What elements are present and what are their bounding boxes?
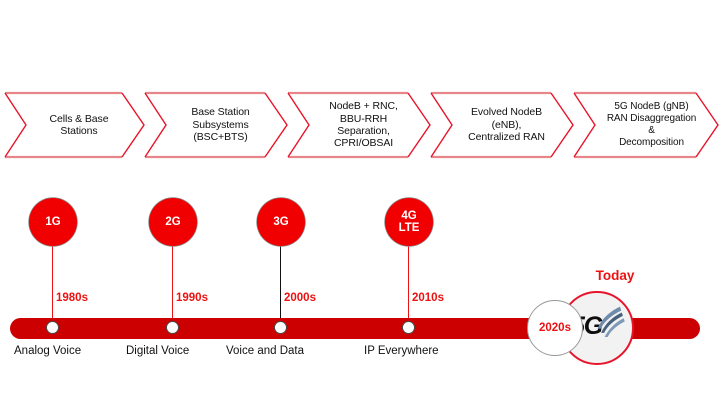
generation-bubble-label-2g: 2G (165, 216, 181, 228)
decade-label: 2020s (539, 322, 571, 334)
generation-bubble-1g[interactable]: 1G (29, 198, 77, 246)
era-label-1980s: 1980s (56, 292, 88, 304)
architecture-stage-label-4: Evolved NodeB (eNB), Centralized RAN (468, 106, 545, 144)
chevron-shape-4 (430, 91, 574, 159)
chevron-shape-1 (4, 91, 145, 159)
generation-bubble-4g[interactable]: 4G LTE (385, 198, 433, 246)
chevron-shape-2 (144, 91, 288, 159)
timeline-marker-4g[interactable] (402, 321, 415, 334)
era-label-2000s: 2000s (284, 292, 316, 304)
connector-line-4g (408, 246, 409, 328)
capability-caption-2g: Digital Voice (126, 345, 190, 357)
architecture-stage-chevron-2[interactable]: Base Station Subsystems (BSC+BTS) (144, 91, 288, 159)
chevron-shape-3 (287, 91, 431, 159)
architecture-stage-label-1: Cells & Base Stations (49, 112, 109, 137)
timeline-marker-3g[interactable] (274, 321, 287, 334)
architecture-stage-chevron-5[interactable]: 5G NodeB (gNB) RAN Disaggregation & Deco… (573, 91, 719, 159)
connector-line-1g (52, 246, 53, 328)
architecture-stage-label-2: Base Station Subsystems (BSC+BTS) (191, 106, 250, 144)
capability-caption-3g: Voice and Data (226, 345, 305, 357)
architecture-stage-chevron-3[interactable]: NodeB + RNC, BBU-RRH Separation, CPRI/OB… (287, 91, 431, 159)
wifi-signal-arc-icon (597, 306, 625, 338)
generation-bubble-label-3g: 3G (273, 216, 289, 228)
connector-line-3g (280, 246, 281, 328)
generation-bubble-2g[interactable]: 2G (149, 198, 197, 246)
era-label-2010s: 2010s (412, 292, 444, 304)
connector-line-2g (172, 246, 173, 328)
timeline-marker-1g[interactable] (46, 321, 59, 334)
architecture-stage-chevron-1[interactable]: Cells & Base Stations (4, 91, 145, 159)
decade-marker-circle[interactable]: 2020s (527, 300, 583, 356)
timeline-marker-2g[interactable] (166, 321, 179, 334)
architecture-stage-chevron-4[interactable]: Evolved NodeB (eNB), Centralized RAN (430, 91, 574, 159)
generation-bubble-3g[interactable]: 3G (257, 198, 305, 246)
generation-bubble-label-1g: 1G (45, 216, 61, 228)
architecture-stage-label-5: 5G NodeB (gNB) RAN Disaggregation & Deco… (606, 101, 697, 148)
capability-caption-1g: Analog Voice (14, 345, 82, 357)
generation-bubble-label-4g: 4G LTE (398, 210, 420, 234)
capability-caption-4g: IP Everywhere (364, 345, 439, 357)
architecture-stage-band: Cells & Base Stations Base Station Subsy… (0, 91, 720, 160)
architecture-stage-label-3: NodeB + RNC, BBU-RRH Separation, CPRI/OB… (329, 100, 398, 150)
today-label: Today (595, 268, 635, 283)
chevron-shape-5 (573, 91, 719, 159)
era-label-1990s: 1990s (176, 292, 208, 304)
